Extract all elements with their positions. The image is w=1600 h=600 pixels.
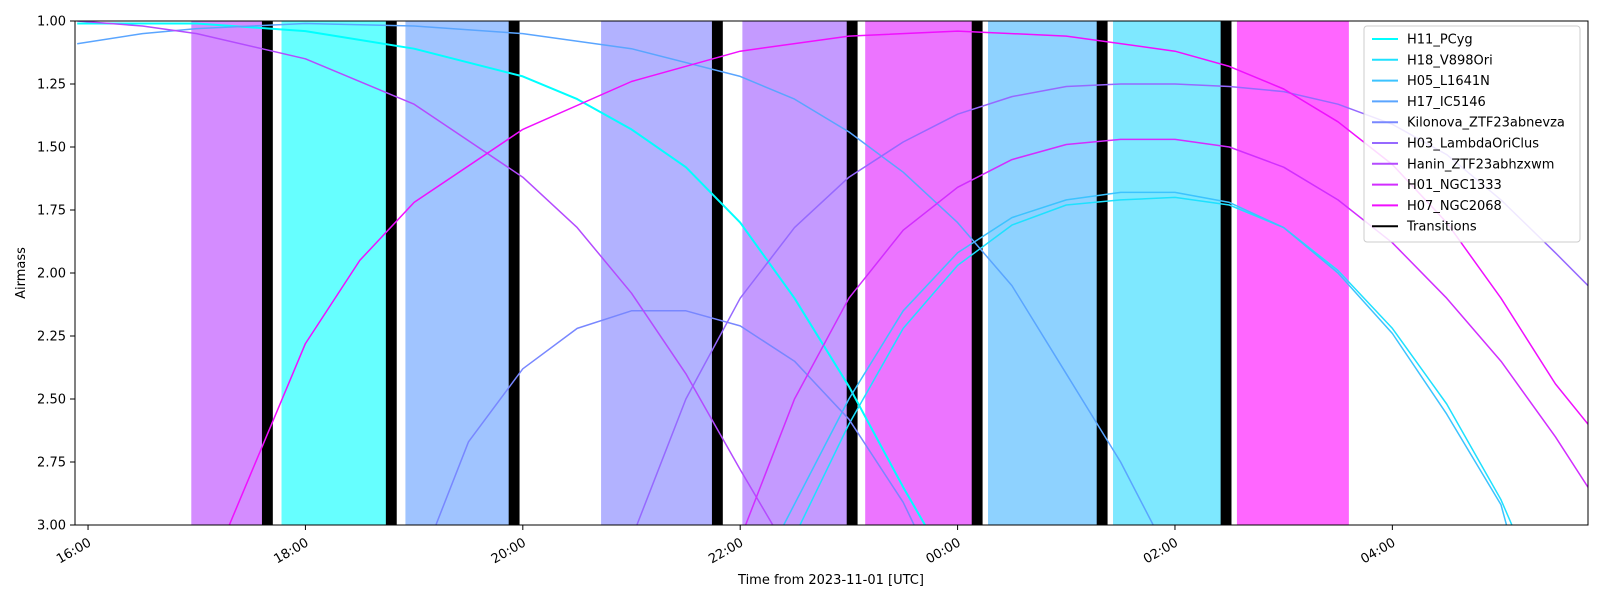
legend-label-H03_LambdaOriClus: H03_LambdaOriClus (1407, 137, 1539, 152)
legend: H11_PCyg H18_V898Ori H05_L1641N H17_IC5146 K… (1363, 25, 1581, 243)
series-line-H17_IC5146 (77, 22, 1154, 525)
series-line-H01_NGC1333 (744, 138, 1588, 525)
shaded-span-7 (1113, 21, 1227, 525)
shaded-span-6 (988, 21, 1103, 525)
shaded-span-4 (742, 21, 855, 525)
transition-bar-2 (508, 21, 520, 525)
transition-bars (261, 21, 1232, 525)
transition-bar-5 (971, 21, 983, 525)
y-tick-label-7: 2.75 (37, 456, 66, 471)
shaded-span-3 (601, 21, 717, 525)
transition-bar-6 (1096, 21, 1108, 525)
shaded-spans (191, 21, 1349, 525)
x-tick-label-6: 04:00 (1358, 535, 1398, 567)
y-axis-ticks: 1.00 1.25 1.50 1.75 2.00 2.25 2.50 2.75 3.00 (37, 15, 75, 534)
legend-label-H05_L1641N: H05_L1641N (1407, 74, 1490, 89)
x-tick-label-1: 18:00 (271, 535, 311, 567)
series-line-H05_L1641N (783, 191, 1508, 525)
series-line-Kilonova_ZTF23abnevza (435, 310, 915, 525)
transition-bar-1 (385, 21, 397, 525)
legend-label-H18_V898Ori: H18_V898Ori (1407, 53, 1493, 68)
x-tick-label-4: 00:00 (924, 535, 964, 567)
shaded-span-8 (1236, 21, 1349, 525)
transition-bar-7 (1220, 21, 1232, 525)
series-line-Hanin_ZTF23abhzxwm (77, 21, 774, 525)
legend-label-H07_NGC2068: H07_NGC2068 (1407, 199, 1502, 214)
x-axis-label: Time from 2023-11-01 [UTC] (737, 573, 924, 588)
y-axis-label: Airmass (14, 247, 29, 299)
legend-label-H11_PCyg: H11_PCyg (1407, 33, 1473, 48)
y-tick-label-5: 2.25 (37, 330, 66, 345)
x-tick-label-3: 22:00 (706, 535, 746, 567)
y-tick-label-6: 2.50 (37, 393, 66, 408)
x-tick-label-0: 16:00 (54, 535, 94, 567)
series-line-H18_V898Ori (799, 196, 1513, 525)
transition-bar-0 (261, 21, 273, 525)
x-axis-ticks: 16:00 18:00 20:00 22:00 00:00 02:00 04:00 (54, 525, 1398, 567)
x-tick-label-2: 20:00 (489, 535, 529, 567)
shaded-span-5 (865, 21, 978, 525)
transition-bar-3 (711, 21, 723, 525)
y-tick-label-2: 1.50 (37, 141, 66, 156)
legend-label-Hanin_ZTF23abhzxwm: Hanin_ZTF23abhzxwm (1407, 157, 1554, 172)
y-tick-label-4: 2.00 (37, 267, 66, 282)
y-tick-label-0: 1.00 (37, 15, 66, 30)
legend-label-Transitions: Transitions (1406, 220, 1477, 235)
legend-label-H01_NGC1333: H01_NGC1333 (1407, 178, 1502, 193)
x-tick-label-5: 02:00 (1141, 535, 1181, 567)
legend-label-Kilonova_ZTF23abnevza: Kilonova_ZTF23abnevza (1407, 116, 1565, 131)
shaded-span-1 (281, 21, 395, 525)
transition-bar-4 (846, 21, 858, 525)
series-line-H11_PCyg (77, 22, 926, 525)
y-tick-label-3: 1.75 (37, 204, 66, 219)
y-tick-label-1: 1.25 (37, 78, 66, 93)
shaded-span-0 (191, 21, 271, 525)
y-tick-label-8: 3.00 (37, 519, 66, 534)
legend-label-H17_IC5146: H17_IC5146 (1407, 95, 1486, 110)
shaded-span-2 (405, 21, 518, 525)
legend-box (1363, 25, 1581, 243)
